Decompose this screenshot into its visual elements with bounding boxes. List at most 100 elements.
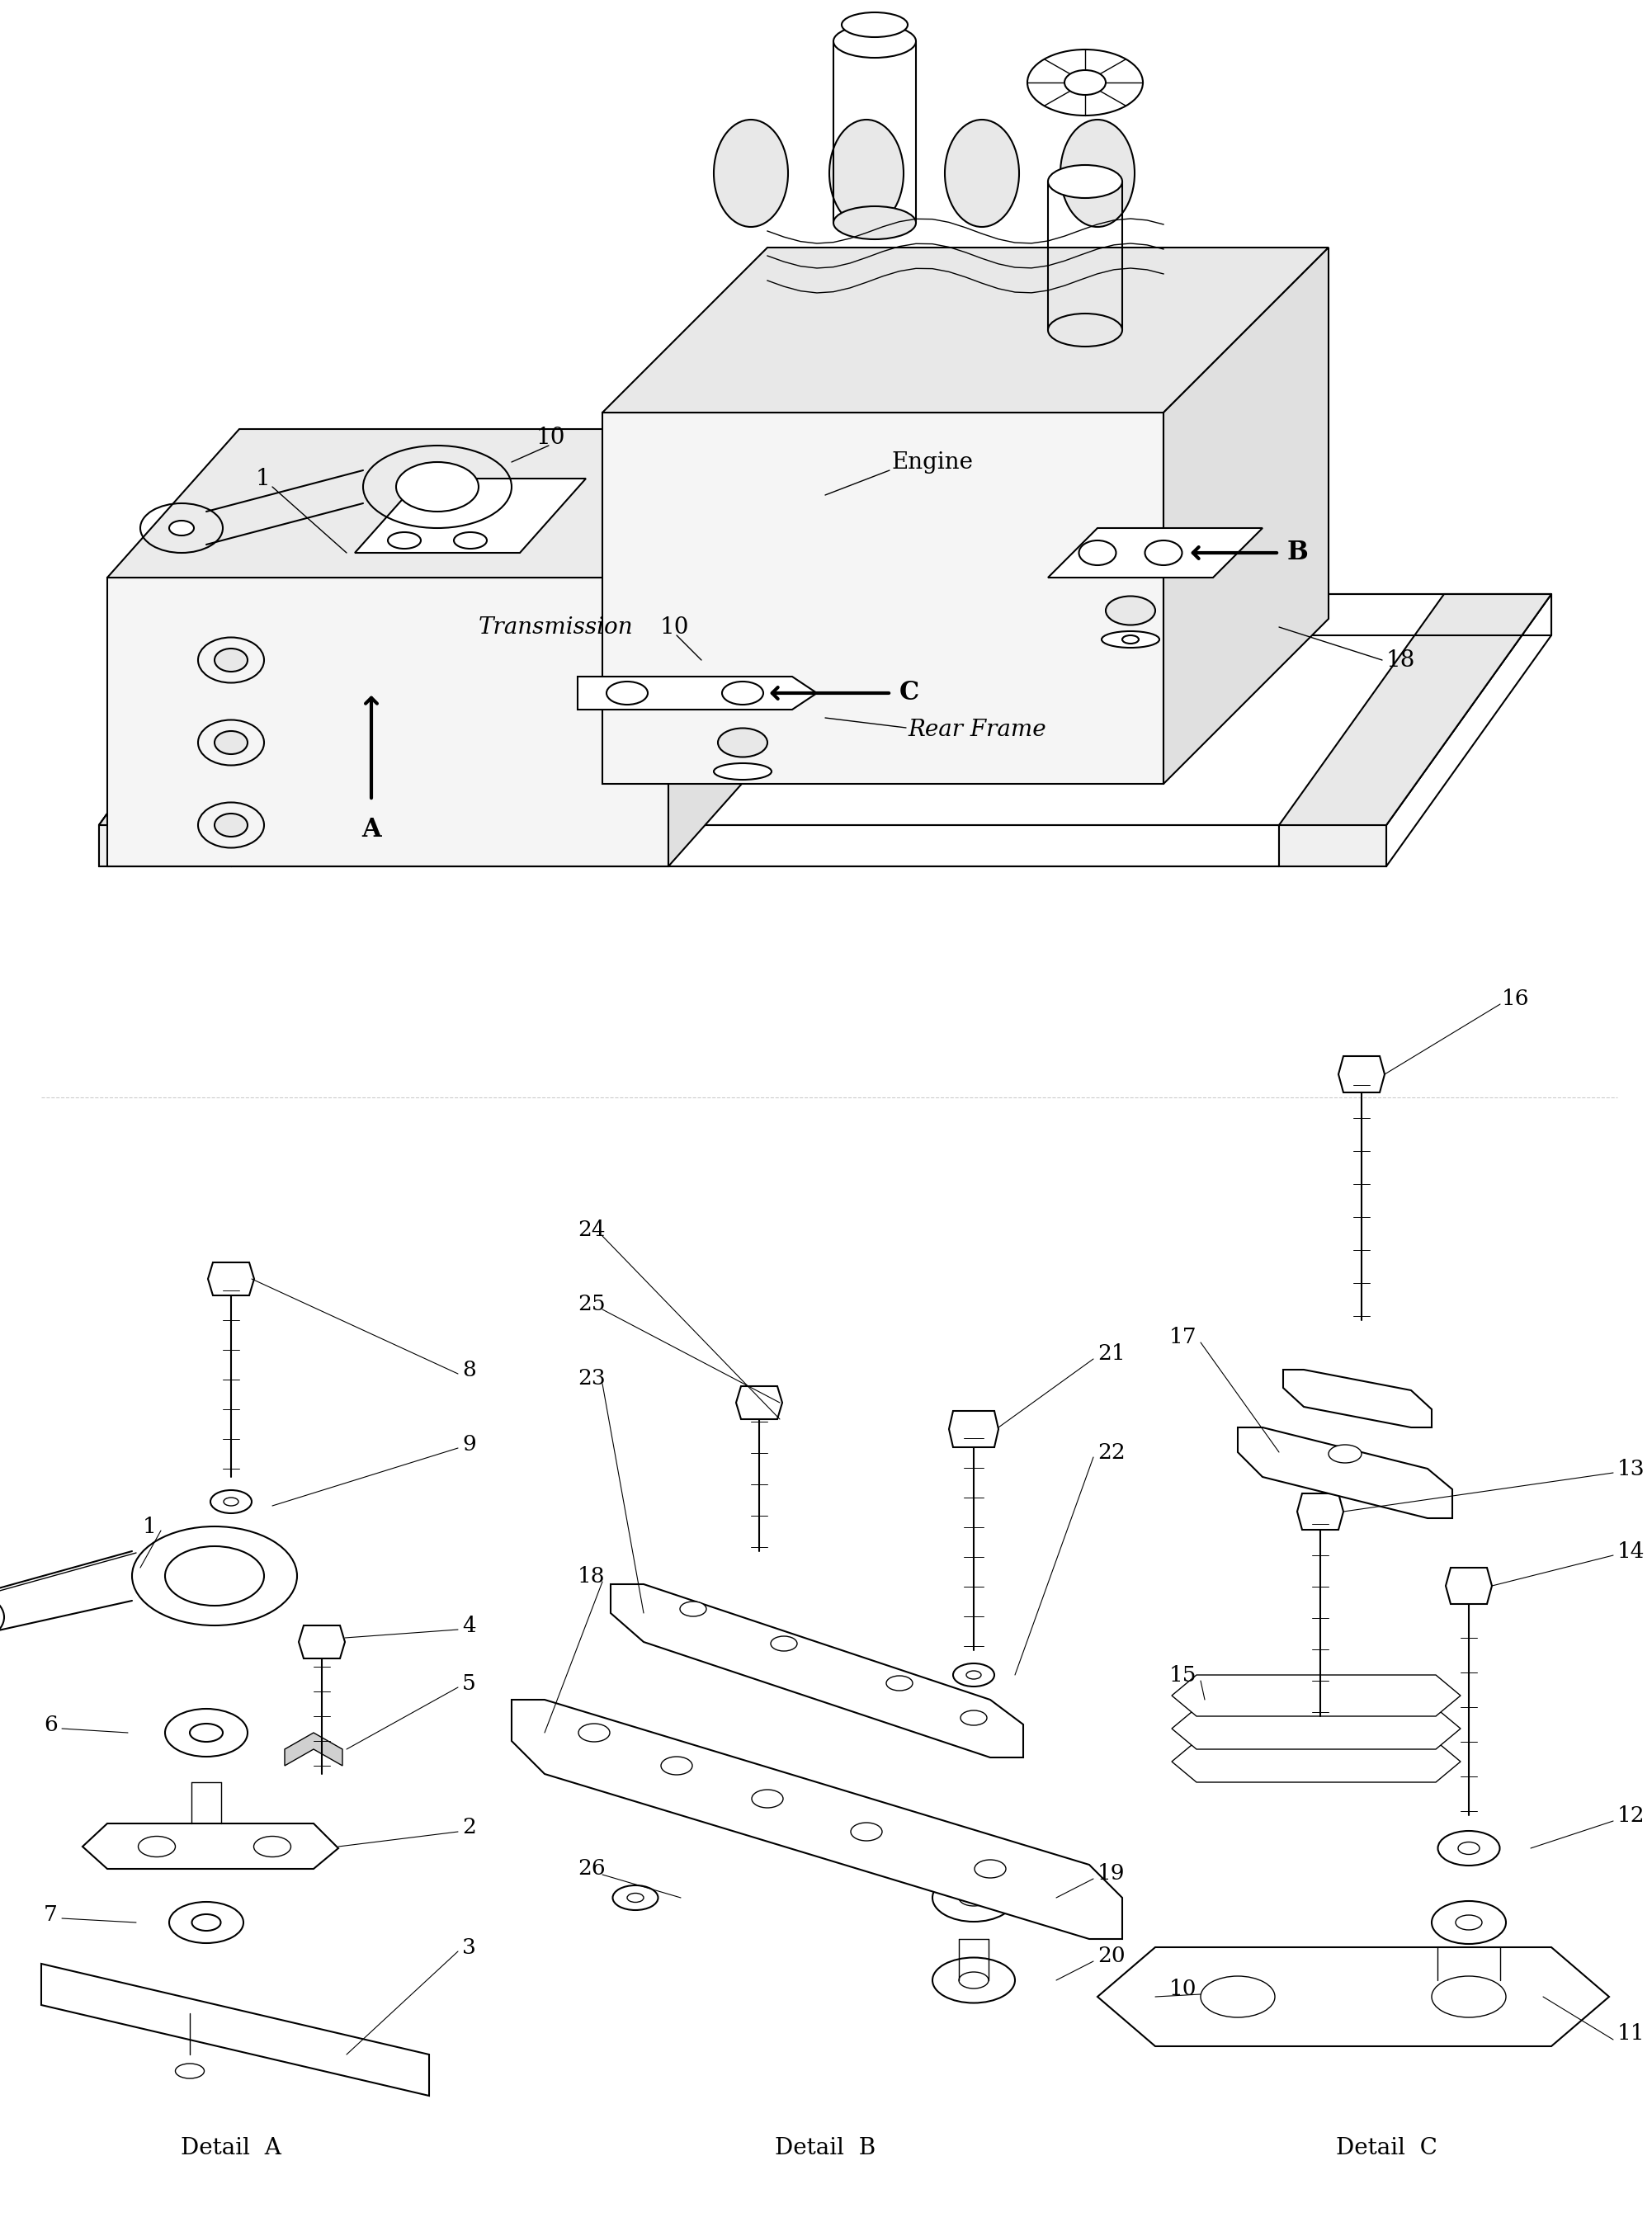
Ellipse shape	[1201, 1975, 1275, 2018]
Text: 21: 21	[1097, 1342, 1125, 1364]
Text: C: C	[899, 680, 920, 707]
Ellipse shape	[1102, 631, 1160, 647]
Polygon shape	[512, 1700, 1122, 1940]
Polygon shape	[1279, 824, 1386, 867]
Polygon shape	[669, 429, 801, 867]
Ellipse shape	[613, 1884, 657, 1911]
Text: 10: 10	[537, 427, 565, 449]
Ellipse shape	[215, 649, 248, 671]
Ellipse shape	[1328, 1444, 1361, 1462]
Ellipse shape	[169, 520, 193, 536]
Text: 1: 1	[256, 467, 271, 489]
Ellipse shape	[1432, 1975, 1507, 2018]
Text: 18: 18	[1386, 649, 1416, 671]
Text: 11: 11	[1617, 2024, 1645, 2044]
Text: 26: 26	[578, 1858, 605, 1880]
Ellipse shape	[628, 1893, 644, 1902]
Text: 23: 23	[578, 1367, 606, 1389]
Text: Rear Frame: Rear Frame	[907, 720, 1046, 742]
Text: Transmission: Transmission	[479, 615, 633, 638]
Polygon shape	[107, 429, 801, 578]
Polygon shape	[99, 593, 396, 824]
Polygon shape	[1171, 1675, 1460, 1715]
Ellipse shape	[190, 1724, 223, 1742]
Ellipse shape	[960, 1711, 986, 1724]
Text: 17: 17	[1168, 1327, 1196, 1347]
Ellipse shape	[215, 813, 248, 838]
Ellipse shape	[681, 1602, 707, 1615]
Ellipse shape	[1064, 71, 1105, 96]
Text: 18: 18	[578, 1567, 605, 1587]
Ellipse shape	[958, 1889, 988, 1906]
Text: 4: 4	[463, 1615, 476, 1635]
Polygon shape	[1446, 1569, 1492, 1604]
Polygon shape	[41, 1964, 430, 2095]
Polygon shape	[1338, 1055, 1384, 1093]
Polygon shape	[1163, 247, 1328, 784]
Text: 1: 1	[144, 1515, 157, 1538]
Polygon shape	[1279, 593, 1551, 824]
Ellipse shape	[1047, 313, 1122, 347]
Ellipse shape	[198, 720, 264, 764]
Text: Detail  B: Detail B	[775, 2138, 876, 2160]
Text: 10: 10	[1170, 1978, 1196, 2000]
Polygon shape	[1171, 1709, 1460, 1749]
Ellipse shape	[1061, 120, 1135, 227]
Ellipse shape	[578, 1724, 610, 1742]
Polygon shape	[99, 824, 231, 867]
Text: B: B	[1287, 540, 1308, 567]
Ellipse shape	[192, 1913, 221, 1931]
Ellipse shape	[1432, 1902, 1507, 1944]
Ellipse shape	[198, 802, 264, 849]
Ellipse shape	[975, 1860, 1006, 1878]
Text: Detail  A: Detail A	[180, 2138, 281, 2160]
Polygon shape	[611, 1584, 1023, 1758]
Ellipse shape	[210, 1491, 251, 1513]
Ellipse shape	[885, 1675, 912, 1691]
Polygon shape	[948, 1411, 998, 1447]
Ellipse shape	[829, 120, 904, 227]
Polygon shape	[578, 675, 818, 709]
Ellipse shape	[1047, 164, 1122, 198]
Ellipse shape	[719, 729, 768, 758]
Ellipse shape	[169, 1902, 243, 1942]
Polygon shape	[83, 1824, 339, 1869]
Ellipse shape	[139, 1835, 175, 1858]
Ellipse shape	[932, 1873, 1014, 1922]
Text: 13: 13	[1617, 1458, 1645, 1480]
Ellipse shape	[1455, 1915, 1482, 1931]
Polygon shape	[603, 413, 1163, 784]
Text: 19: 19	[1097, 1862, 1125, 1884]
Ellipse shape	[1079, 540, 1117, 564]
Ellipse shape	[165, 1709, 248, 1758]
Ellipse shape	[752, 1789, 783, 1809]
Ellipse shape	[1105, 595, 1155, 624]
Text: 22: 22	[1097, 1442, 1125, 1462]
Ellipse shape	[945, 120, 1019, 227]
Ellipse shape	[833, 207, 915, 240]
Ellipse shape	[215, 731, 248, 753]
Ellipse shape	[254, 1835, 291, 1858]
Polygon shape	[737, 1387, 783, 1420]
Ellipse shape	[714, 762, 771, 780]
Ellipse shape	[1122, 635, 1138, 644]
Text: 12: 12	[1617, 1804, 1645, 1826]
Text: 25: 25	[578, 1293, 605, 1313]
Polygon shape	[107, 578, 669, 867]
Ellipse shape	[388, 533, 421, 549]
Polygon shape	[1047, 529, 1262, 578]
Ellipse shape	[1459, 1842, 1480, 1855]
Ellipse shape	[953, 1664, 995, 1686]
Ellipse shape	[661, 1758, 692, 1775]
Text: 6: 6	[45, 1713, 58, 1735]
Text: 24: 24	[578, 1220, 605, 1240]
Text: Detail  C: Detail C	[1335, 2138, 1437, 2160]
Polygon shape	[1237, 1427, 1452, 1518]
Text: 20: 20	[1097, 1944, 1125, 1966]
Text: 8: 8	[463, 1360, 476, 1380]
Ellipse shape	[223, 1498, 238, 1507]
Text: 14: 14	[1617, 1540, 1645, 1562]
Text: Engine: Engine	[890, 451, 973, 473]
Ellipse shape	[396, 462, 479, 511]
Polygon shape	[1297, 1493, 1343, 1529]
